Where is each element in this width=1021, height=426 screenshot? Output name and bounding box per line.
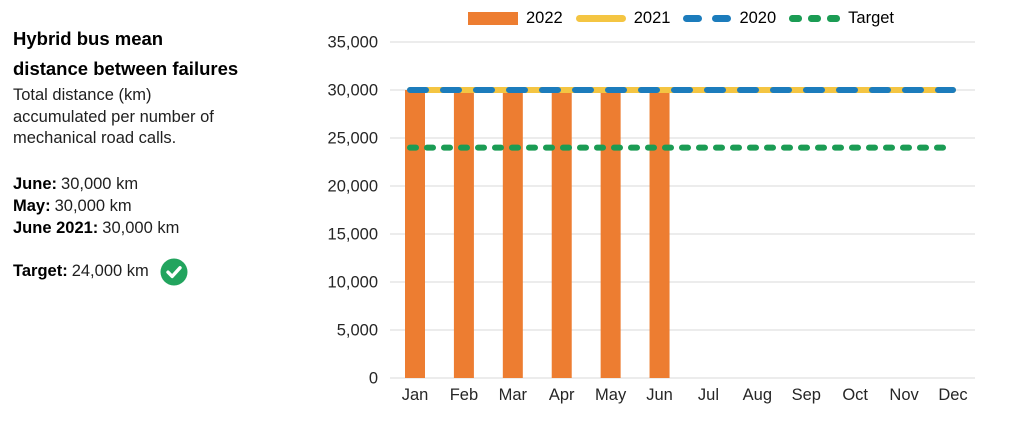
y-axis-tick-label: 5,000 (337, 322, 378, 340)
kpi-description-panel: Hybrid bus mean distance between failure… (13, 24, 293, 286)
x-axis-tick-label: Mar (499, 386, 528, 404)
x-axis-tick-label: Jul (698, 386, 719, 404)
stat-label: June: (13, 174, 58, 193)
x-axis-tick-label: Feb (450, 386, 478, 404)
legend-item-2022: 2022 (468, 9, 563, 28)
bar-2022-mar (502, 90, 523, 378)
x-axis-tick-label: May (595, 386, 627, 404)
target-value: 24,000 km (71, 262, 149, 280)
legend-solid-line-swatch-icon (575, 15, 626, 22)
target-row: Target: 24,000 km (13, 258, 293, 286)
kpi-stats-list: June: 30,000 km May: 30,000 km June 2021: 3… (13, 173, 293, 239)
bar-2022-jan (405, 90, 425, 378)
legend-dash (808, 15, 822, 22)
stat-value: 30,000 km (54, 196, 132, 215)
legend-label: 2022 (526, 9, 563, 27)
stat-row-june-2021: June 2021: 30,000 km (13, 217, 293, 239)
kpi-subtitle: Total distance (km) accumulated per numb… (13, 86, 214, 147)
kpi-title: Hybrid bus mean distance between failure… (13, 24, 293, 84)
bar-2022-jun (649, 90, 670, 378)
legend-label: Target (848, 9, 895, 27)
y-axis-tick-label: 20,000 (328, 178, 378, 196)
y-axis-tick-label: 0 (369, 370, 378, 388)
legend-item-2020: 2020 (683, 9, 776, 28)
legend-dashed-line-swatch-icon (683, 15, 732, 22)
x-axis-tick-label: Jan (402, 386, 429, 404)
y-axis-tick-label: 15,000 (328, 226, 378, 244)
x-axis-tick-label: Oct (842, 386, 868, 404)
x-axis-tick-label: Nov (889, 386, 919, 404)
legend-dash (712, 15, 732, 22)
stat-label: June 2021: (13, 218, 99, 237)
x-axis-tick-label: Aug (743, 386, 772, 404)
legend-short-dashed-line-swatch-icon (789, 15, 841, 22)
legend-label: 2021 (633, 9, 671, 27)
stat-label: May: (13, 196, 51, 215)
legend-item-target: Target (789, 9, 894, 28)
kpi-title-line-1: Hybrid bus mean (13, 28, 164, 49)
bar-2022-apr (551, 90, 572, 378)
stat-value: 30,000 km (61, 174, 139, 193)
kpi-title-line-2: distance between failures (13, 58, 239, 79)
legend-dash (683, 15, 703, 22)
x-axis-tick-label: Apr (549, 386, 575, 404)
stat-value: 30,000 km (102, 218, 180, 237)
bar-2022-may (600, 90, 621, 378)
legend-dash (789, 15, 803, 22)
legend-dash (827, 15, 841, 22)
y-axis-tick-label: 35,000 (328, 34, 378, 52)
x-axis-tick-label: Sep (792, 386, 821, 404)
y-axis-tick-label: 30,000 (328, 82, 378, 100)
y-axis-tick-label: 25,000 (328, 130, 378, 148)
target-label: Target: (13, 262, 68, 280)
check-mark (166, 265, 182, 278)
chart-legend: 2022 2021 2020 Target (468, 5, 894, 32)
y-axis-tick-label: 10,000 (328, 274, 378, 292)
stat-row-june: June: 30,000 km (13, 173, 293, 195)
check-circle-icon (160, 258, 188, 286)
x-axis-tick-label: Dec (938, 386, 967, 404)
stat-row-may: May: 30,000 km (13, 195, 293, 217)
x-axis-tick-label: Jun (646, 386, 673, 404)
legend-label: 2020 (739, 9, 777, 27)
legend-item-2021: 2021 (575, 9, 671, 28)
legend-bar-swatch-icon (468, 12, 518, 25)
bar-2022-feb (453, 90, 474, 378)
